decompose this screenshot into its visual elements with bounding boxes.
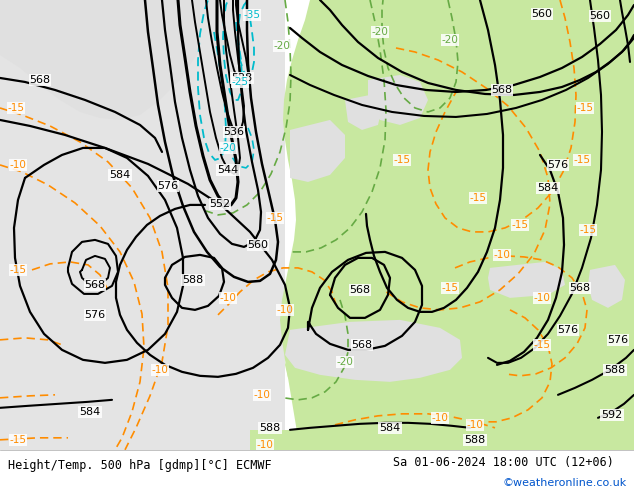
Text: -15: -15 xyxy=(512,220,529,230)
Text: -10: -10 xyxy=(257,440,273,450)
Text: 576: 576 xyxy=(157,181,179,191)
Polygon shape xyxy=(0,0,285,450)
Text: 552: 552 xyxy=(209,199,231,209)
Polygon shape xyxy=(290,120,345,182)
Polygon shape xyxy=(296,105,330,152)
Polygon shape xyxy=(488,262,565,298)
Text: 592: 592 xyxy=(602,410,623,420)
Text: 560: 560 xyxy=(531,9,552,19)
Text: -10: -10 xyxy=(254,390,271,400)
Text: -20: -20 xyxy=(337,357,353,367)
Text: 584: 584 xyxy=(110,170,131,180)
Text: -20: -20 xyxy=(372,27,389,37)
Text: -20: -20 xyxy=(273,41,290,51)
Text: -35: -35 xyxy=(243,10,261,20)
Text: 560: 560 xyxy=(590,11,611,21)
Text: -10: -10 xyxy=(534,293,550,303)
Text: -15: -15 xyxy=(394,155,410,165)
Text: -20: -20 xyxy=(219,143,236,153)
Polygon shape xyxy=(285,335,370,395)
Text: -15: -15 xyxy=(10,435,27,445)
Text: 584: 584 xyxy=(379,423,401,433)
Text: 536: 536 xyxy=(224,127,245,137)
Text: 560: 560 xyxy=(247,240,269,250)
Text: 576: 576 xyxy=(547,160,569,170)
Text: -10: -10 xyxy=(152,365,169,375)
Text: -25: -25 xyxy=(231,77,249,87)
Text: -15: -15 xyxy=(533,340,550,350)
Text: -15: -15 xyxy=(10,265,27,275)
Text: -10: -10 xyxy=(493,250,510,260)
Text: 576: 576 xyxy=(557,325,579,335)
Text: 568: 568 xyxy=(84,280,106,290)
Text: -10: -10 xyxy=(276,305,294,315)
Text: -10: -10 xyxy=(467,420,484,430)
Text: Sa 01-06-2024 18:00 UTC (12+06): Sa 01-06-2024 18:00 UTC (12+06) xyxy=(393,456,614,469)
Text: -15: -15 xyxy=(579,225,597,235)
Text: 576: 576 xyxy=(607,335,628,345)
Text: 568: 568 xyxy=(491,85,512,95)
Text: Height/Temp. 500 hPa [gdmp][°C] ECMWF: Height/Temp. 500 hPa [gdmp][°C] ECMWF xyxy=(8,459,271,471)
Text: ©weatheronline.co.uk: ©weatheronline.co.uk xyxy=(502,478,626,488)
Text: 584: 584 xyxy=(79,407,101,417)
Polygon shape xyxy=(588,265,625,308)
Polygon shape xyxy=(250,430,634,450)
Text: -15: -15 xyxy=(441,283,458,293)
Polygon shape xyxy=(368,75,428,125)
Text: -20: -20 xyxy=(441,35,458,45)
Text: 568: 568 xyxy=(29,75,51,85)
Text: 544: 544 xyxy=(217,165,238,175)
Text: -10: -10 xyxy=(10,160,27,170)
Polygon shape xyxy=(0,0,200,120)
Text: 528: 528 xyxy=(231,73,252,83)
Text: -15: -15 xyxy=(576,103,593,113)
Text: 568: 568 xyxy=(569,283,590,293)
Text: 584: 584 xyxy=(538,183,559,193)
Text: -10: -10 xyxy=(219,293,236,303)
Text: -15: -15 xyxy=(470,193,486,203)
Text: 568: 568 xyxy=(349,285,370,295)
Text: -15: -15 xyxy=(574,155,590,165)
Text: 576: 576 xyxy=(84,310,106,320)
Polygon shape xyxy=(345,95,382,130)
Polygon shape xyxy=(285,320,462,382)
Text: 588: 588 xyxy=(464,435,486,445)
Polygon shape xyxy=(280,0,634,450)
Text: -15: -15 xyxy=(8,103,25,113)
Text: 588: 588 xyxy=(604,365,626,375)
Text: -15: -15 xyxy=(266,213,283,223)
Text: -10: -10 xyxy=(432,413,448,423)
Text: 588: 588 xyxy=(183,275,204,285)
Polygon shape xyxy=(310,0,634,160)
Text: 588: 588 xyxy=(259,423,281,433)
Text: 568: 568 xyxy=(351,340,373,350)
